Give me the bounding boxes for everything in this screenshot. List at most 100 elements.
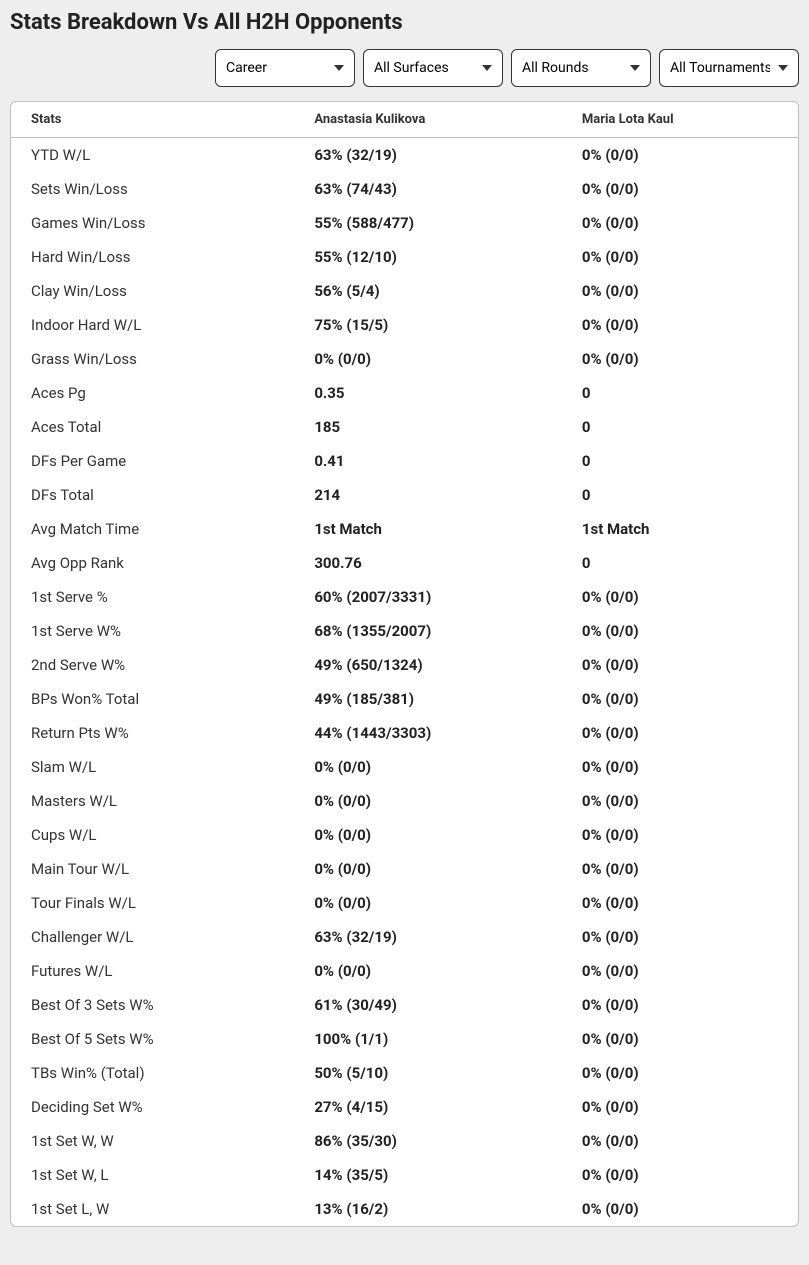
table-row: Slam W/L0% (0/0)0% (0/0) bbox=[11, 750, 798, 784]
table-row: Return Pts W%44% (1443/3303)0% (0/0) bbox=[11, 716, 798, 750]
stat-label: 1st Set L, W bbox=[11, 1192, 294, 1226]
stat-player1-value: 214 bbox=[294, 478, 562, 512]
filter-surfaces-select[interactable]: All Surfaces bbox=[363, 49, 503, 87]
table-row: 1st Set W, W86% (35/30)0% (0/0) bbox=[11, 1124, 798, 1158]
stat-label: DFs Total bbox=[11, 478, 294, 512]
stat-player2-value: 0% (0/0) bbox=[562, 716, 798, 750]
stat-player2-value: 0% (0/0) bbox=[562, 274, 798, 308]
stat-label: Sets Win/Loss bbox=[11, 172, 294, 206]
stat-player1-value: 49% (185/381) bbox=[294, 682, 562, 716]
stat-player1-value: 55% (588/477) bbox=[294, 206, 562, 240]
stat-player1-value: 27% (4/15) bbox=[294, 1090, 562, 1124]
table-row: Avg Opp Rank300.760 bbox=[11, 546, 798, 580]
stat-label: Aces Pg bbox=[11, 376, 294, 410]
stat-player2-value: 0 bbox=[562, 478, 798, 512]
table-row: Challenger W/L63% (32/19)0% (0/0) bbox=[11, 920, 798, 954]
stat-label: BPs Won% Total bbox=[11, 682, 294, 716]
stat-player2-value: 0% (0/0) bbox=[562, 920, 798, 954]
stat-player2-value: 0% (0/0) bbox=[562, 1158, 798, 1192]
stat-label: Cups W/L bbox=[11, 818, 294, 852]
stats-table-wrap: Stats Anastasia Kulikova Maria Lota Kaul… bbox=[10, 101, 799, 1227]
stat-player2-value: 0% (0/0) bbox=[562, 614, 798, 648]
stat-player2-value: 0% (0/0) bbox=[562, 682, 798, 716]
stat-label: Main Tour W/L bbox=[11, 852, 294, 886]
table-row: 1st Set W, L14% (35/5)0% (0/0) bbox=[11, 1158, 798, 1192]
table-row: Masters W/L0% (0/0)0% (0/0) bbox=[11, 784, 798, 818]
table-row: Aces Total1850 bbox=[11, 410, 798, 444]
table-row: Deciding Set W%27% (4/15)0% (0/0) bbox=[11, 1090, 798, 1124]
table-header-row: Stats Anastasia Kulikova Maria Lota Kaul bbox=[11, 102, 798, 138]
stat-player2-value: 0% (0/0) bbox=[562, 1192, 798, 1226]
stat-player2-value: 0% (0/0) bbox=[562, 206, 798, 240]
stat-label: Indoor Hard W/L bbox=[11, 308, 294, 342]
stat-player2-value: 0% (0/0) bbox=[562, 1124, 798, 1158]
filter-career-select[interactable]: Career bbox=[215, 49, 355, 87]
table-row: 1st Serve W%68% (1355/2007)0% (0/0) bbox=[11, 614, 798, 648]
table-row: TBs Win% (Total)50% (5/10)0% (0/0) bbox=[11, 1056, 798, 1090]
stat-player1-value: 0% (0/0) bbox=[294, 852, 562, 886]
table-row: 1st Set L, W13% (16/2)0% (0/0) bbox=[11, 1192, 798, 1226]
table-row: 1st Serve %60% (2007/3331)0% (0/0) bbox=[11, 580, 798, 614]
stat-player1-value: 300.76 bbox=[294, 546, 562, 580]
stat-label: Games Win/Loss bbox=[11, 206, 294, 240]
header-player2: Maria Lota Kaul bbox=[562, 102, 798, 138]
stat-player1-value: 14% (35/5) bbox=[294, 1158, 562, 1192]
filter-rounds-select[interactable]: All Rounds bbox=[511, 49, 651, 87]
stat-label: 1st Set W, W bbox=[11, 1124, 294, 1158]
stat-player1-value: 50% (5/10) bbox=[294, 1056, 562, 1090]
table-row: Avg Match Time1st Match1st Match bbox=[11, 512, 798, 546]
stat-player1-value: 0% (0/0) bbox=[294, 886, 562, 920]
table-row: Clay Win/Loss56% (5/4)0% (0/0) bbox=[11, 274, 798, 308]
stat-player1-value: 0.41 bbox=[294, 444, 562, 478]
stat-player1-value: 63% (32/19) bbox=[294, 920, 562, 954]
stat-label: Avg Opp Rank bbox=[11, 546, 294, 580]
table-row: Cups W/L0% (0/0)0% (0/0) bbox=[11, 818, 798, 852]
stat-player1-value: 63% (74/43) bbox=[294, 172, 562, 206]
stat-player1-value: 0.35 bbox=[294, 376, 562, 410]
stat-player2-value: 0% (0/0) bbox=[562, 954, 798, 988]
stat-player1-value: 55% (12/10) bbox=[294, 240, 562, 274]
table-row: Best Of 5 Sets W%100% (1/1)0% (0/0) bbox=[11, 1022, 798, 1056]
stat-player1-value: 1st Match bbox=[294, 512, 562, 546]
stat-player2-value: 0% (0/0) bbox=[562, 580, 798, 614]
stat-player1-value: 44% (1443/3303) bbox=[294, 716, 562, 750]
stat-label: Deciding Set W% bbox=[11, 1090, 294, 1124]
stat-player1-value: 0% (0/0) bbox=[294, 954, 562, 988]
stat-player1-value: 0% (0/0) bbox=[294, 750, 562, 784]
table-row: 2nd Serve W%49% (650/1324)0% (0/0) bbox=[11, 648, 798, 682]
stat-label: Return Pts W% bbox=[11, 716, 294, 750]
table-row: DFs Per Game0.410 bbox=[11, 444, 798, 478]
stat-player1-value: 0% (0/0) bbox=[294, 784, 562, 818]
stat-player1-value: 60% (2007/3331) bbox=[294, 580, 562, 614]
table-row: Best Of 3 Sets W%61% (30/49)0% (0/0) bbox=[11, 988, 798, 1022]
stat-label: 1st Serve % bbox=[11, 580, 294, 614]
stat-player1-value: 0% (0/0) bbox=[294, 342, 562, 376]
table-row: Grass Win/Loss0% (0/0)0% (0/0) bbox=[11, 342, 798, 376]
stat-label: Best Of 3 Sets W% bbox=[11, 988, 294, 1022]
stat-player2-value: 0% (0/0) bbox=[562, 784, 798, 818]
stat-label: Slam W/L bbox=[11, 750, 294, 784]
stat-player2-value: 0% (0/0) bbox=[562, 648, 798, 682]
stat-label: 1st Serve W% bbox=[11, 614, 294, 648]
stat-player1-value: 86% (35/30) bbox=[294, 1124, 562, 1158]
stat-player1-value: 56% (5/4) bbox=[294, 274, 562, 308]
stats-table: Stats Anastasia Kulikova Maria Lota Kaul… bbox=[11, 102, 798, 1226]
table-row: Aces Pg0.350 bbox=[11, 376, 798, 410]
filters-row: Career All Surfaces All Rounds All Tourn… bbox=[10, 49, 799, 87]
stat-player2-value: 0% (0/0) bbox=[562, 342, 798, 376]
table-row: Games Win/Loss55% (588/477)0% (0/0) bbox=[11, 206, 798, 240]
stat-label: Avg Match Time bbox=[11, 512, 294, 546]
stat-player1-value: 13% (16/2) bbox=[294, 1192, 562, 1226]
stat-label: Best Of 5 Sets W% bbox=[11, 1022, 294, 1056]
header-stats: Stats bbox=[11, 102, 294, 138]
filter-tournaments-select[interactable]: All Tournaments bbox=[659, 49, 799, 87]
stat-player2-value: 0% (0/0) bbox=[562, 988, 798, 1022]
stat-player1-value: 100% (1/1) bbox=[294, 1022, 562, 1056]
stat-player2-value: 0% (0/0) bbox=[562, 852, 798, 886]
stat-player2-value: 0 bbox=[562, 444, 798, 478]
stat-label: TBs Win% (Total) bbox=[11, 1056, 294, 1090]
stat-label: YTD W/L bbox=[11, 138, 294, 173]
stat-player2-value: 0 bbox=[562, 546, 798, 580]
stat-player2-value: 0% (0/0) bbox=[562, 308, 798, 342]
stat-player2-value: 0% (0/0) bbox=[562, 818, 798, 852]
